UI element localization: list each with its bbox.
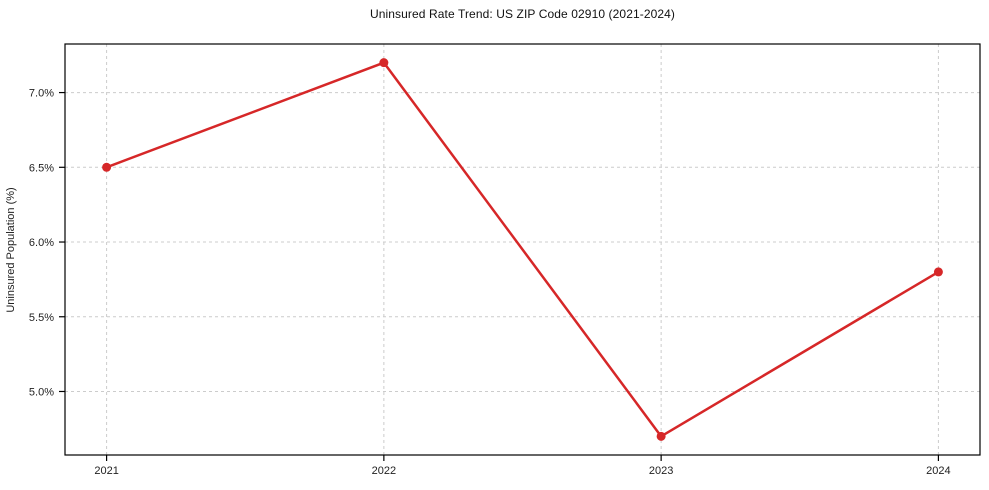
chart-title: Uninsured Rate Trend: US ZIP Code 02910 … [369,7,676,21]
y-tick-label: 7.0% [29,88,54,100]
trend-line [105,61,940,438]
data-point-2021 [102,162,112,172]
data-point-2023 [656,431,666,441]
y-tick-label: 5.5% [29,312,54,324]
y-tick-label: 6.0% [29,237,54,249]
data-point-2022 [379,58,389,68]
y-axis-label: Uninsured Population (%) [5,187,17,312]
x-tick-label: 2021 [94,465,118,477]
x-tick-label: 2022 [372,465,396,477]
data-point-2024 [933,267,943,277]
plot-border [64,43,981,456]
y-tick-label: 6.5% [29,162,54,174]
x-tick-label: 2024 [926,465,950,477]
x-tick-label: 2023 [649,465,673,477]
y-tick-label: 5.0% [29,386,54,398]
